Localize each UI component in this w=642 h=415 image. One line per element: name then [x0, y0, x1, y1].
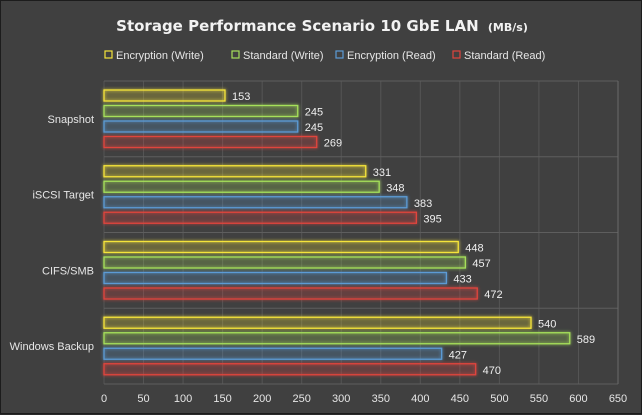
- x-tick-label: 250: [293, 393, 311, 405]
- bar: [103, 256, 467, 269]
- data-label: 470: [483, 365, 501, 377]
- chart-title-unit: (MB/s): [488, 21, 528, 34]
- bar: [103, 89, 226, 102]
- legend-item: Standard (Read): [452, 50, 545, 62]
- legend-label: Standard (Read): [464, 50, 545, 62]
- bar: [103, 316, 532, 329]
- x-tick-label: 100: [174, 393, 192, 405]
- x-tick-label: 650: [609, 393, 627, 405]
- bar: [103, 240, 459, 254]
- x-tick-label: 500: [490, 393, 508, 405]
- legend-label: Standard (Write): [243, 50, 324, 62]
- data-label: 457: [472, 258, 490, 270]
- x-tick-label: 550: [530, 393, 548, 405]
- bar: [103, 211, 418, 224]
- data-label: 433: [453, 274, 471, 286]
- bar: [103, 135, 318, 149]
- gridlines: [103, 80, 619, 385]
- data-label: 589: [577, 334, 595, 346]
- data-label: 427: [449, 349, 467, 361]
- x-tick-label: 50: [137, 393, 149, 405]
- data-label: 348: [386, 182, 404, 194]
- data-label: 153: [232, 91, 250, 103]
- data-label: 245: [305, 107, 323, 119]
- category-labels: Snapshot iSCSI Target CIFS/SMB Windows Back…: [10, 114, 94, 353]
- x-tick-label: 300: [332, 393, 350, 405]
- category-label: iSCSI Target: [32, 190, 94, 202]
- x-tick-label: 0: [101, 393, 107, 405]
- category-label: Windows Backup: [10, 341, 94, 353]
- x-tick-label: 350: [372, 393, 390, 405]
- category-label: Snapshot: [48, 114, 94, 126]
- legend-swatch: [104, 50, 113, 59]
- bar: [103, 332, 571, 345]
- data-label: 395: [423, 213, 441, 225]
- x-tick-label: 600: [569, 393, 587, 405]
- data-label: 383: [414, 198, 432, 210]
- data-label: 331: [373, 167, 391, 179]
- data-label: 472: [484, 289, 502, 301]
- data-label: 245: [305, 122, 323, 134]
- category-label: CIFS/SMB: [42, 265, 94, 277]
- bar: [103, 347, 443, 360]
- data-label: 540: [538, 318, 556, 330]
- bar: [103, 287, 478, 300]
- legend-swatch: [335, 50, 344, 59]
- bar: [103, 271, 448, 285]
- legend-swatch: [452, 50, 461, 59]
- legend: Encryption (Write) Standard (Write) Encryp…: [104, 50, 545, 62]
- chart-title-main: Storage Performance Scenario 10 GbE LAN: [116, 17, 479, 35]
- legend-item: Encryption (Write): [104, 50, 204, 62]
- x-tick-label: 450: [451, 393, 469, 405]
- legend-label: Encryption (Read): [347, 50, 436, 62]
- legend-label: Encryption (Write): [116, 50, 204, 62]
- bar: [103, 104, 299, 118]
- data-label: 448: [465, 243, 483, 255]
- data-label: 269: [324, 138, 342, 150]
- x-tick-label: 200: [253, 393, 271, 405]
- x-axis-ticks: 0 50 100 150 200 250 300 350 400 450 500 550 600 650: [101, 393, 627, 405]
- x-tick-label: 400: [411, 393, 429, 405]
- legend-item: Encryption (Read): [335, 50, 436, 62]
- legend-item: Standard (Write): [231, 50, 324, 62]
- bar: [103, 363, 477, 376]
- chart-title: Storage Performance Scenario 10 GbE LAN …: [116, 17, 528, 35]
- legend-swatch: [231, 50, 240, 59]
- bar: [103, 165, 367, 178]
- bars: 1532452452693313483833954484574334725405…: [103, 89, 595, 377]
- x-tick-label: 150: [213, 393, 231, 405]
- bar: [103, 180, 380, 193]
- bar: [103, 120, 299, 133]
- bar: [103, 196, 408, 209]
